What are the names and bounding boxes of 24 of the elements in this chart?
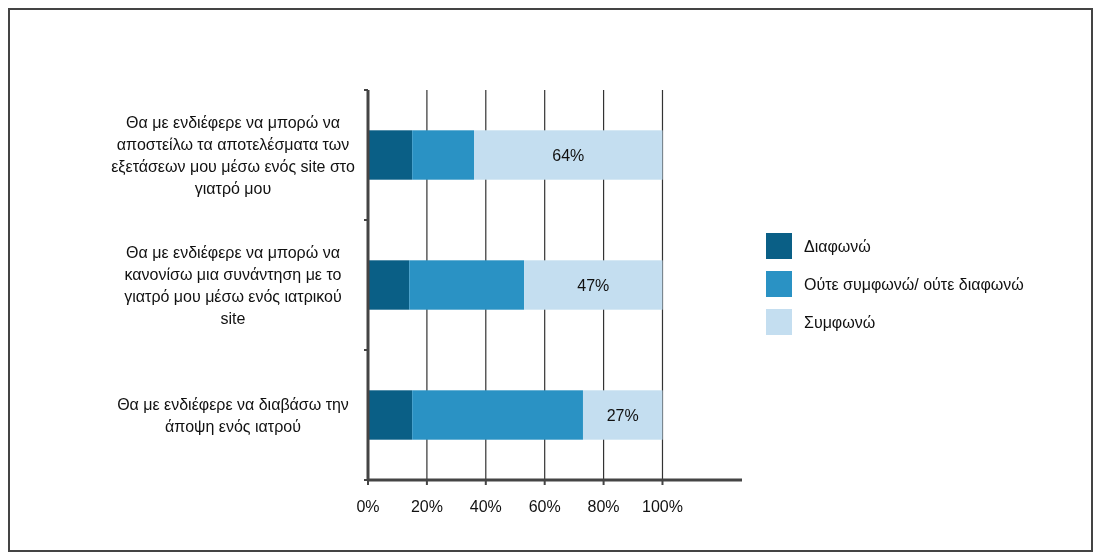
bar (412, 390, 583, 440)
x-tick-label: 60% (528, 498, 561, 515)
y-tick-label: Θα με ενδιέφερε να μπορώ να κανονίσω μια συνάντηση με το γιατρό μου μέσω ενός ιατρικού site (124, 243, 342, 327)
legend-label: Συμφωνώ (804, 313, 876, 331)
bar (524, 260, 663, 310)
bar (368, 130, 413, 180)
data-label: 64% (552, 146, 585, 164)
bar (368, 390, 413, 440)
data-label: 27% (606, 406, 639, 424)
bar (582, 390, 663, 440)
bar (412, 130, 475, 180)
legend-label: Διαφωνώ (804, 237, 871, 255)
x-tick-label: 40% (469, 498, 502, 515)
x-tick-label: 0% (356, 498, 380, 515)
legend-label: Ούτε συμφωνώ/ ούτε διαφωνώ (804, 275, 1024, 293)
x-tick-label: 80% (587, 498, 620, 515)
y-tick-label: Θα με ενδιέφερε να διαβάσω την άποψη ενός ιατρού (117, 395, 349, 435)
x-tick-label: 20% (410, 498, 443, 515)
data-label: 47% (577, 276, 610, 294)
bar (368, 260, 410, 310)
x-tick-label: 100% (642, 498, 683, 515)
bar (409, 260, 525, 310)
bar (474, 130, 663, 180)
y-tick-label: Θα με ενδιέφερε να μπορώ να αποστείλω τα αποτελέσματα των εξετάσεων μου μέσω ενός site στο γιατρό μου (111, 113, 355, 197)
